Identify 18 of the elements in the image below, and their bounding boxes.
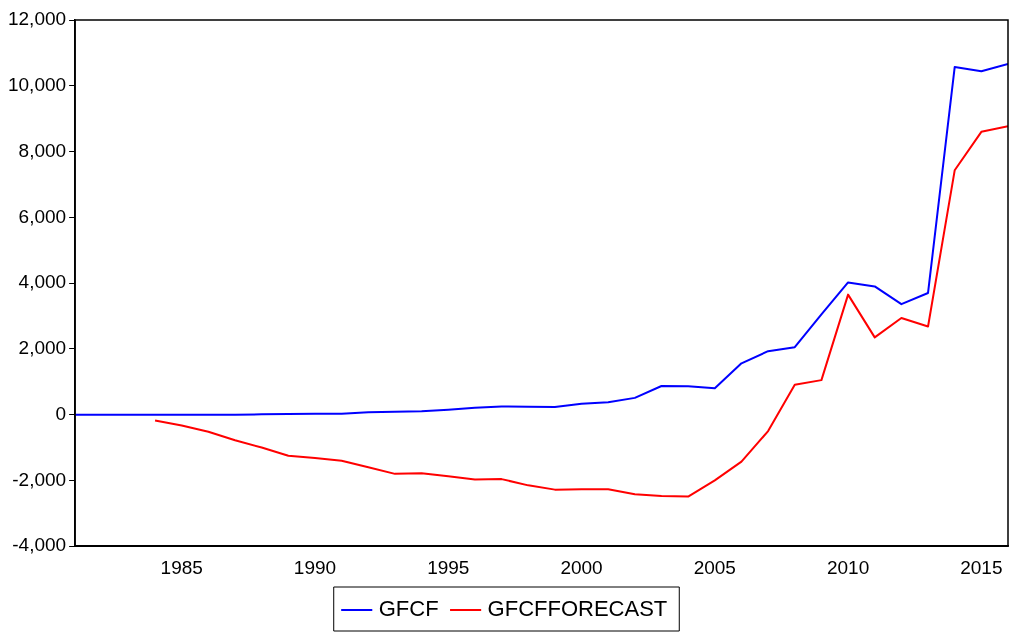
x-tick-label: 2000 [560,556,603,578]
legend-label: GFCFFORECAST [487,596,668,622]
y-tick-label: 12,000 [7,8,67,30]
legend-label: GFCF [378,596,439,622]
x-tick-label: 2010 [826,556,870,578]
x-tick-label: 1995 [427,556,470,578]
y-tick-label: 2,000 [18,337,67,359]
y-tick-label: 0 [55,402,67,424]
y-tick-label: -2,000 [12,468,67,490]
x-tick-label: 1985 [160,556,203,578]
y-tick-label: 6,000 [18,205,67,227]
y-tick-label: 10,000 [7,74,67,96]
x-tick-label: 2005 [693,556,736,578]
x-tick-label: 2015 [960,556,1003,578]
y-tick-label: -4,000 [12,534,67,556]
y-tick-label: 4,000 [18,271,67,293]
x-tick-label: 1990 [293,556,337,578]
y-tick-label: 8,000 [18,139,67,161]
